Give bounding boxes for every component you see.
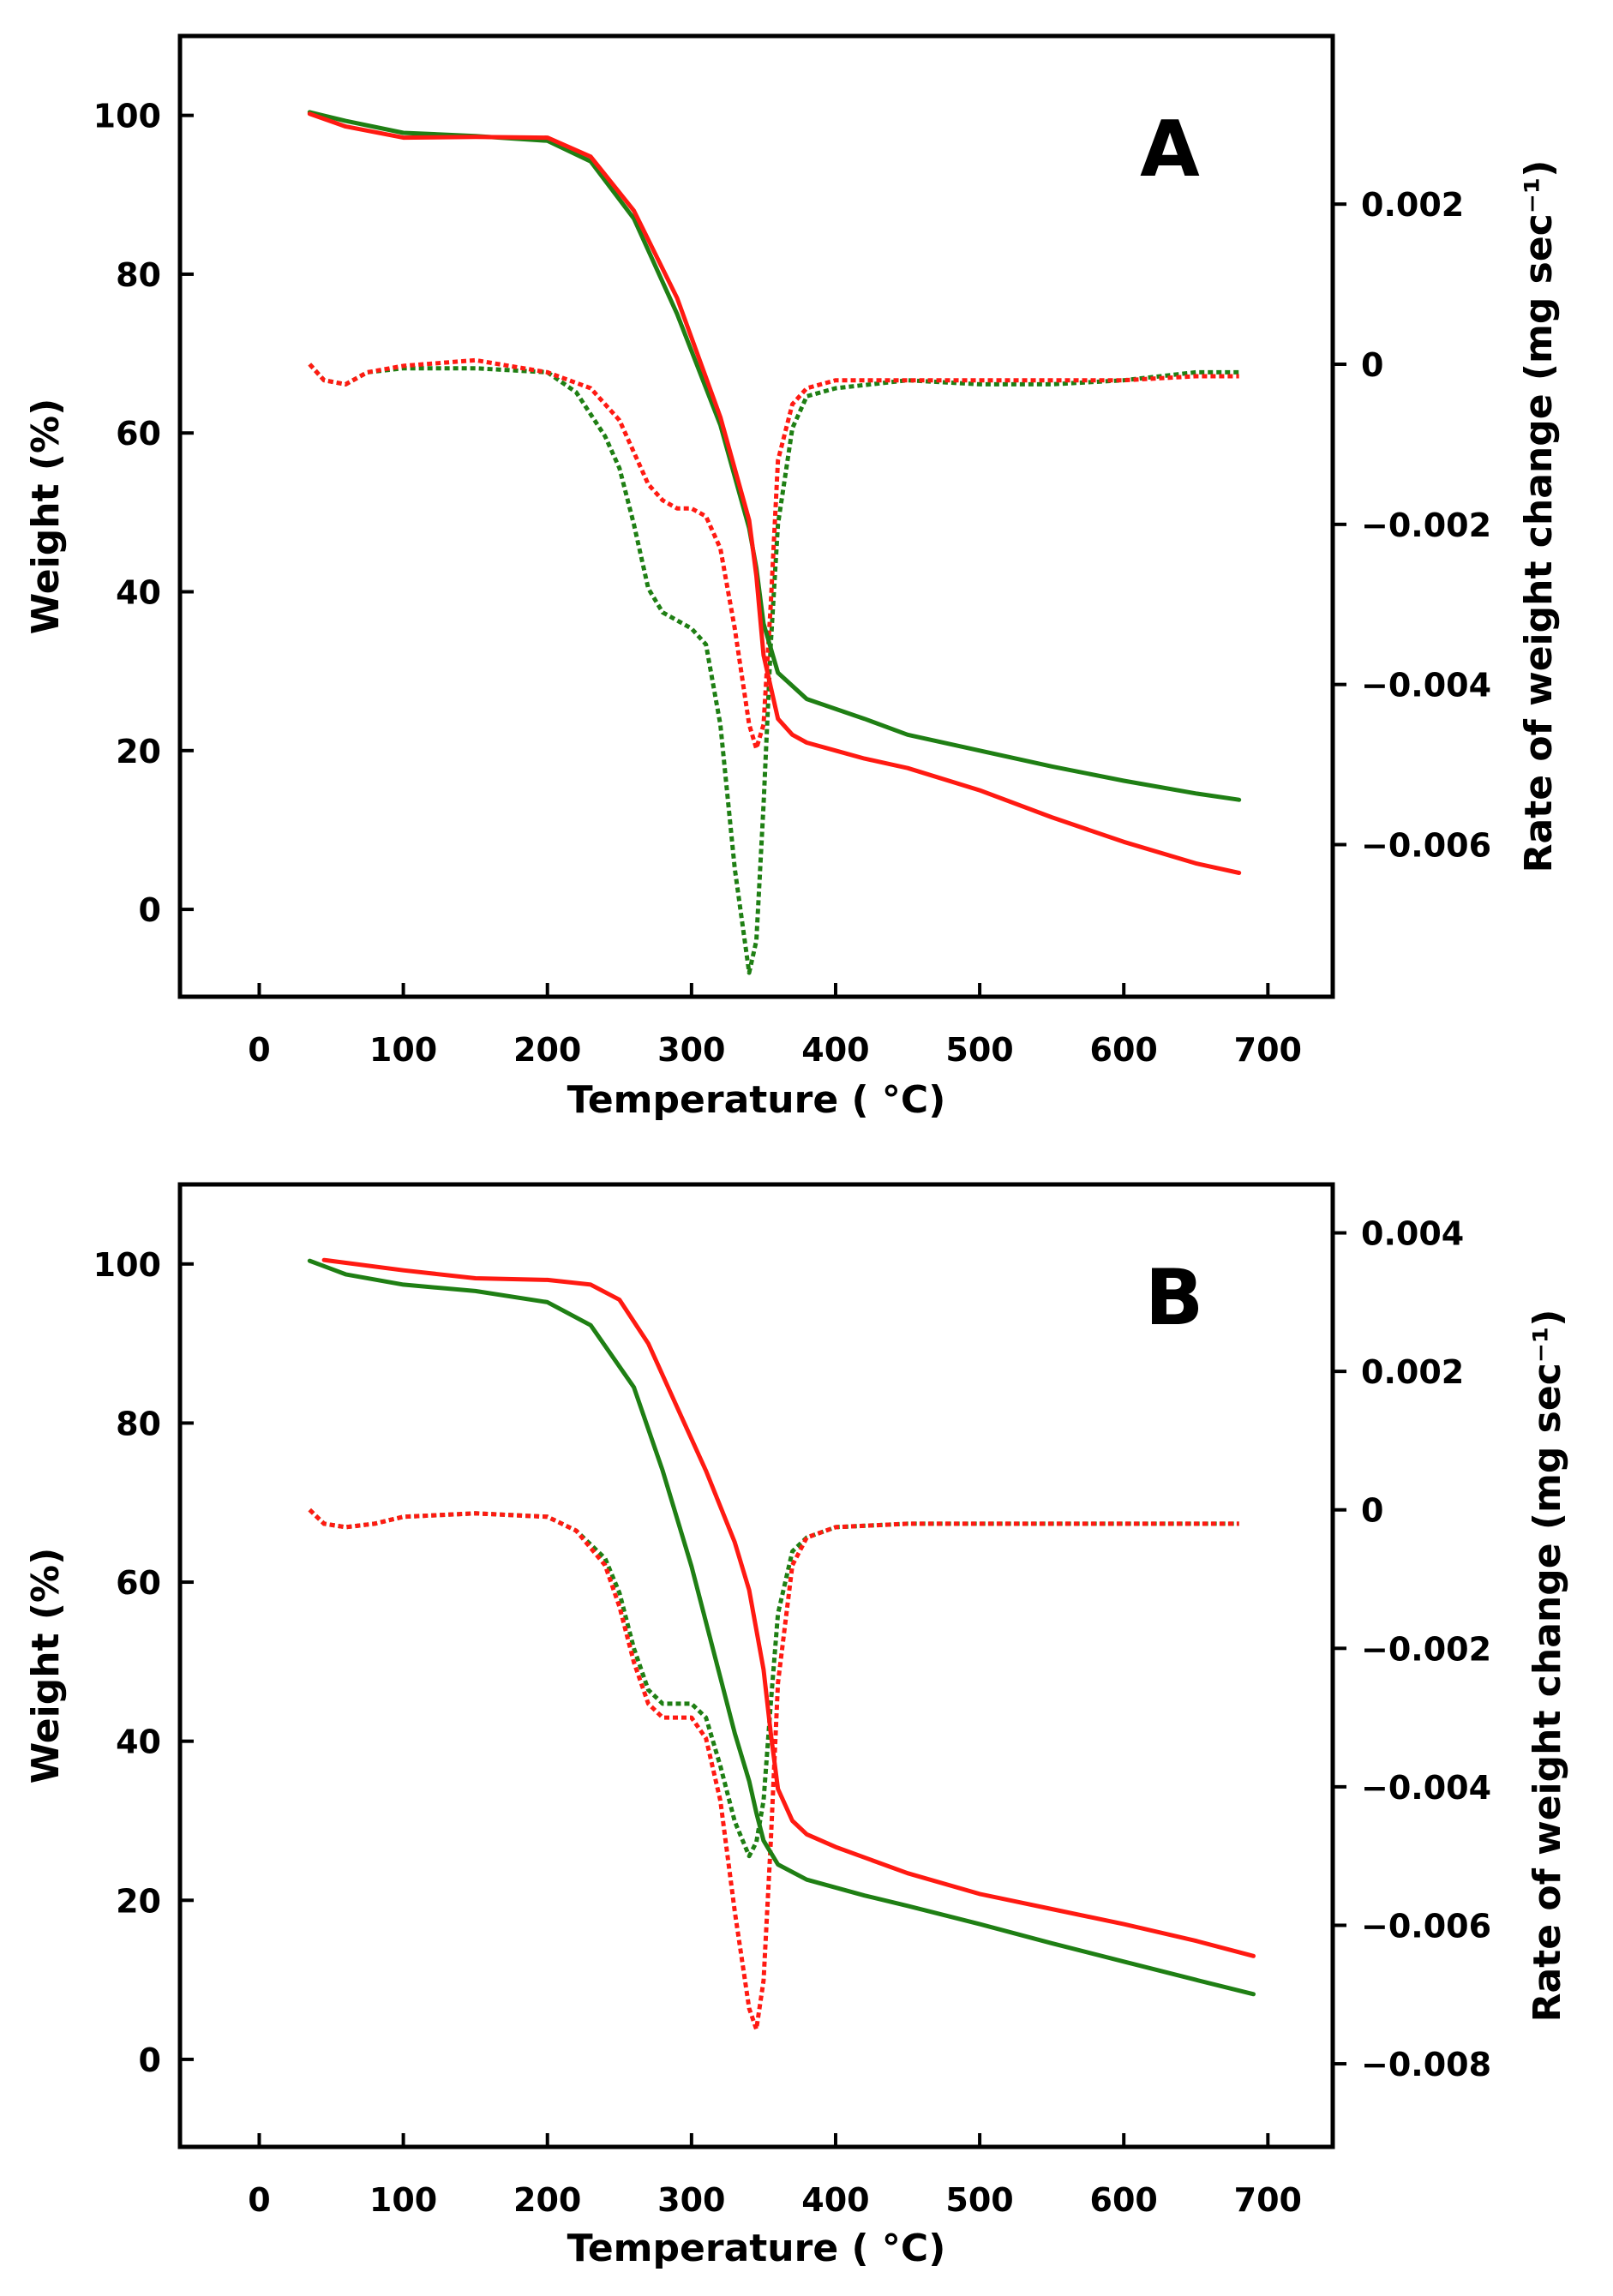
y2-tick-label: 0.002 (1361, 1353, 1464, 1391)
chart-panel-a: 0 100 200 300 400 500 600 700 0 20 40 60 80 100 0.002 0… (24, 33, 1561, 1122)
red-solid-series-line (307, 111, 1242, 875)
y2-tick-label: 0.004 (1361, 1215, 1464, 1253)
y2-tick-label: 0.002 (1361, 186, 1464, 224)
x-tick-label: 100 (369, 2181, 437, 2219)
y-tick-label: 100 (93, 98, 161, 135)
y-tick-label: 0 (139, 891, 161, 929)
y-tick-label: 40 (116, 1723, 161, 1761)
y2-tick-label: −0.006 (1361, 827, 1491, 865)
y2-axis-title: Rate of weight change (mg sec⁻¹) (1526, 1310, 1569, 2023)
x-tick-label: 200 (513, 2181, 581, 2219)
y2-tick-label: −0.002 (1361, 507, 1491, 544)
y2-tick-label: −0.006 (1361, 1907, 1491, 1945)
x-tick-label: 500 (945, 1031, 1013, 1069)
y-axis-title: Weight (%) (24, 399, 68, 634)
y2-axis-title: Rate of weight change (mg sec⁻¹) (1517, 160, 1561, 873)
y-tick-label: 80 (116, 1405, 161, 1442)
green-dotted-series-line (308, 363, 1239, 975)
x-tick-label: 700 (1234, 2181, 1302, 2219)
green-solid-series-line (307, 1258, 1256, 1997)
plot-frame (177, 33, 1335, 999)
x-tick-label: 500 (945, 2181, 1013, 2219)
panel-label: A (1140, 105, 1200, 195)
x-tick-label: 0 (248, 2181, 270, 2219)
chart-panel-b: 0 100 200 300 400 500 600 700 0 20 40 60 80 100 0.004 0… (24, 1182, 1569, 2270)
y-tick-label: 40 (116, 574, 161, 612)
x-tick-label: 300 (657, 2181, 725, 2219)
green-dotted-series-line (308, 1508, 1239, 1859)
x-axis-title: Temperature ( °C) (567, 1078, 946, 1122)
y2-tick-label: −0.008 (1361, 2046, 1491, 2083)
red-dotted-series-line (308, 1508, 1239, 2032)
y-axis-title: Weight (%) (24, 1548, 68, 1783)
x-tick-label: 600 (1090, 1031, 1158, 1069)
y2-tick-label: −0.004 (1361, 1769, 1491, 1807)
y2-tick-label: 0 (1361, 1492, 1383, 1530)
y2-tick-label: −0.004 (1361, 667, 1491, 704)
y-tick-label: 100 (93, 1246, 161, 1284)
x-axis-title: Temperature ( °C) (567, 2227, 946, 2270)
x-tick-label: 200 (513, 1031, 581, 1069)
y2-tick-label: 0 (1361, 346, 1383, 384)
red-dotted-series-line (308, 357, 1239, 751)
x-tick-label: 700 (1234, 1031, 1302, 1069)
plot-frame (177, 1182, 1335, 2149)
x-tick-label: 100 (369, 1031, 437, 1069)
y-tick-label: 20 (116, 1882, 161, 1920)
red-solid-series-line (321, 1257, 1256, 1958)
x-tick-label: 0 (248, 1031, 270, 1069)
y-tick-label: 60 (116, 1564, 161, 1602)
y-tick-label: 80 (116, 256, 161, 294)
x-tick-label: 400 (801, 2181, 869, 2219)
x-tick-label: 300 (657, 1031, 725, 1069)
y2-tick-label: −0.002 (1361, 1630, 1491, 1668)
y-tick-label: 60 (116, 415, 161, 453)
x-tick-label: 600 (1090, 2181, 1158, 2219)
y-tick-label: 0 (139, 2041, 161, 2079)
x-tick-label: 400 (801, 1031, 869, 1069)
y-tick-label: 20 (116, 733, 161, 770)
panel-label: B (1145, 1253, 1204, 1343)
